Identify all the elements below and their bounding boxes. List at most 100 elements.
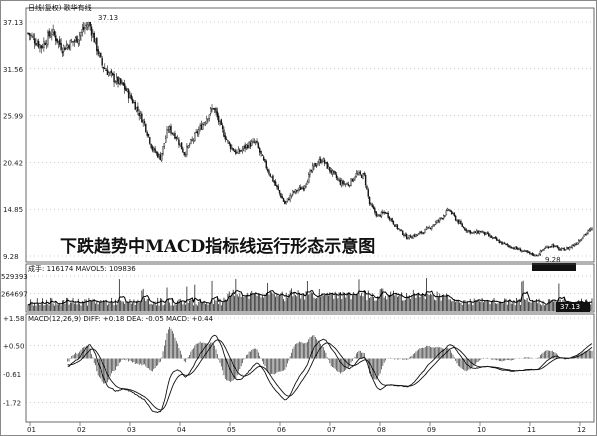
price-header: 日线(复权) 歌华有线	[28, 3, 92, 12]
candle-body	[142, 120, 144, 123]
candle-body	[235, 149, 237, 154]
low-marker-box	[532, 263, 576, 271]
macd-panel-border	[25, 313, 595, 423]
candle-body	[260, 150, 262, 155]
candle-body	[382, 211, 384, 214]
candle-body	[355, 172, 358, 178]
candle-body	[538, 254, 540, 256]
candle-body	[458, 221, 461, 224]
candle-body	[338, 179, 340, 181]
candle-body	[36, 43, 38, 46]
price-panel: 日线(复权) 歌华有线 37.13 31.56 25.99 20.42 14.85 9.2…	[3, 3, 595, 271]
candle-body	[110, 70, 113, 73]
candle-body	[153, 147, 155, 151]
candle-body	[387, 212, 389, 218]
candle-body	[86, 24, 89, 28]
candle-body	[182, 148, 184, 153]
candle-body	[47, 32, 49, 45]
candle-body	[349, 185, 351, 187]
candle-body	[216, 111, 219, 118]
candle-body	[405, 234, 408, 240]
candle-body	[364, 175, 367, 186]
candle-body	[170, 125, 172, 134]
candle-body	[468, 230, 470, 232]
candle-body	[505, 243, 507, 245]
candle-body	[81, 29, 83, 33]
candle-body	[155, 152, 158, 154]
candle-body	[390, 218, 392, 221]
candle-body	[241, 148, 244, 152]
candle-body	[256, 141, 258, 144]
candle-body	[366, 185, 368, 190]
candle-body	[244, 144, 246, 149]
candle-body	[178, 139, 180, 145]
candle-body	[55, 35, 57, 41]
candle-body	[431, 226, 433, 230]
candle-body	[243, 145, 245, 149]
candle-body	[521, 250, 523, 252]
candle-body	[162, 146, 164, 154]
candle-body	[560, 248, 563, 250]
candle-body	[461, 223, 463, 227]
candle-body	[534, 254, 536, 257]
candle-body	[568, 247, 571, 250]
candle-body	[44, 42, 46, 45]
candle-body	[129, 93, 131, 99]
candle-body	[412, 235, 414, 239]
candle-body	[137, 106, 139, 112]
candle-body	[317, 163, 319, 165]
candle-body	[180, 142, 183, 150]
macd-header: MACD(12,26,9) DIFF: +0.18 DEA: -0.05 MAC…	[28, 315, 214, 323]
candle-body	[196, 131, 199, 134]
candle-body	[386, 212, 388, 214]
candle-body	[74, 37, 77, 41]
candle-body	[310, 170, 313, 172]
candle-body	[525, 250, 527, 252]
x-tick-label: 03	[127, 426, 136, 434]
candle-body	[161, 153, 163, 161]
candle-body	[49, 35, 52, 38]
candle-body	[141, 113, 143, 123]
candle-body	[421, 231, 424, 234]
candle-body	[221, 125, 224, 130]
candle-body	[448, 209, 450, 211]
candle-body	[546, 246, 548, 248]
candle-body	[493, 237, 495, 239]
candle-body	[323, 159, 326, 164]
candle-body	[548, 246, 551, 248]
candle-body	[85, 24, 87, 27]
volume-ma-line	[27, 289, 593, 306]
candle-body	[48, 30, 50, 37]
candle-body	[273, 180, 275, 184]
candle-body	[236, 152, 238, 154]
candle-body	[522, 250, 524, 252]
candle-body	[176, 138, 179, 140]
macd-y-tick: +0.50	[3, 343, 24, 351]
x-tick-label: 05	[227, 426, 236, 434]
candle-body	[428, 227, 430, 229]
candle-body	[489, 235, 491, 237]
candle-body	[444, 215, 446, 217]
candle-body	[576, 242, 579, 245]
volume-panel-border	[25, 263, 595, 313]
candle-body	[32, 36, 34, 38]
candle-body	[518, 248, 520, 250]
candle-body	[147, 133, 150, 137]
candle-body	[78, 34, 81, 41]
candle-body	[558, 247, 560, 251]
candle-body	[80, 32, 82, 36]
price-y-tick: 37.13	[3, 19, 23, 27]
candle-body	[523, 249, 526, 252]
candle-body	[503, 242, 506, 244]
candle-body	[329, 166, 331, 172]
candle-body	[485, 232, 487, 235]
candle-body	[188, 144, 191, 146]
candle-body	[547, 246, 550, 249]
candle-body	[350, 178, 352, 186]
candle-body	[278, 190, 281, 194]
candle-body	[175, 137, 177, 139]
candle-body	[506, 243, 508, 246]
candle-body	[341, 180, 343, 186]
candle-body	[284, 200, 286, 205]
candle-body	[550, 246, 552, 248]
